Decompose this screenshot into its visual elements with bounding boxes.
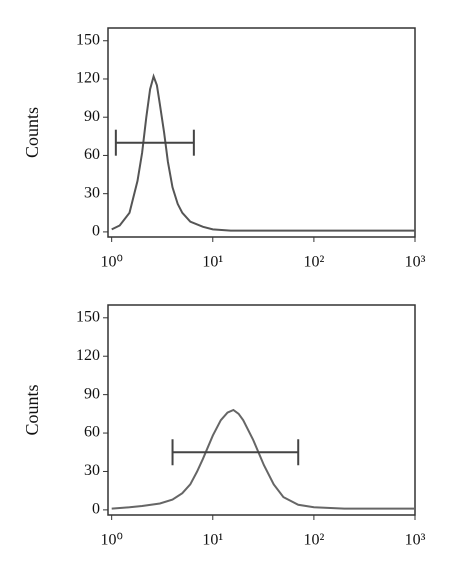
plot-frame bbox=[107, 304, 416, 516]
plot-frame bbox=[107, 27, 416, 238]
y-tick-label: 60 bbox=[84, 146, 100, 163]
y-tick-label: 120 bbox=[76, 70, 100, 87]
y-tick-label: 30 bbox=[84, 184, 100, 201]
x-tick-label: 10¹ bbox=[202, 254, 223, 271]
y-tick-label: 150 bbox=[76, 31, 100, 48]
y-tick-label: 90 bbox=[84, 385, 100, 402]
x-tick-label: 10⁰ bbox=[100, 254, 122, 271]
x-tick-label: 10³ bbox=[405, 254, 426, 271]
y-tick-label: 120 bbox=[76, 347, 100, 364]
histogram-curve bbox=[111, 408, 415, 510]
y-tick-label: 0 bbox=[92, 223, 100, 240]
y-tick-label: 90 bbox=[84, 108, 100, 125]
x-tick-label: 10⁰ bbox=[100, 532, 122, 549]
histogram-curve bbox=[111, 73, 415, 232]
x-tick-label: 10² bbox=[303, 532, 324, 549]
y-axis-label: Counts bbox=[22, 107, 42, 158]
y-tick-label: 150 bbox=[76, 308, 100, 325]
x-tick-label: 10¹ bbox=[202, 532, 223, 549]
y-tick-label: 60 bbox=[84, 424, 100, 441]
x-tick-label: 10³ bbox=[405, 532, 426, 549]
y-tick-label: 30 bbox=[84, 462, 100, 479]
y-tick-label: 0 bbox=[92, 501, 100, 518]
x-tick-label: 10² bbox=[303, 254, 324, 271]
y-axis-label: Counts bbox=[22, 384, 42, 435]
